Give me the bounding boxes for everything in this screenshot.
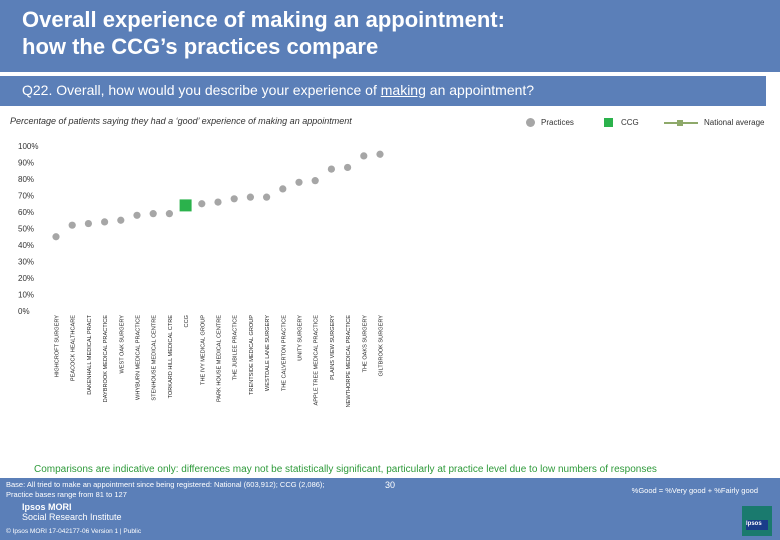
legend-national: National average (664, 118, 764, 127)
y-tick-label: 70% (18, 192, 34, 201)
ccg-point (179, 199, 192, 212)
ipsos-badge-text: Ipsos (746, 521, 762, 527)
ipsos-badge-icon: Ipsos (742, 506, 772, 536)
base-line-1: Base: All tried to make an appointment s… (6, 480, 325, 489)
x-category-label: CCG (184, 315, 190, 327)
practice-point (117, 216, 125, 224)
y-tick-label: 0% (18, 307, 30, 316)
practice-point (344, 163, 352, 172)
practice-point (101, 218, 109, 226)
footer-bar: Base: All tried to make an appointment s… (0, 478, 780, 540)
good-definition: %Good = %Very good + %Fairly good (631, 486, 758, 495)
x-category-label: APPLE TREE MEDICAL PRACTICE (314, 315, 320, 406)
legend-practices: Practices (526, 118, 574, 128)
practice-dot-icon (526, 118, 535, 128)
question-suffix: an appointment? (425, 82, 535, 98)
practice-point (68, 221, 76, 229)
x-category-label: PLAINS VIEW SURGERY (330, 315, 336, 380)
page-number: 30 (385, 480, 396, 490)
y-tick-label: 40% (18, 241, 34, 250)
x-category-label: TORKARD HILL MEDICAL CTRE (168, 315, 174, 399)
y-tick-label: 10% (18, 291, 34, 300)
copyright: © Ipsos MORI 17-042177-06 Version 1 | Pu… (6, 528, 142, 535)
ccg-square-icon (604, 118, 613, 128)
x-category-label: WESTDALE LANE SURGERY (265, 315, 271, 391)
practice-point (295, 178, 303, 186)
x-category-label: THE OAKS SURGERY (362, 315, 368, 373)
practice-point (327, 165, 335, 173)
base-text: Base: All tried to make an appointment s… (6, 480, 366, 500)
x-category-label: PEACOCK HEALTHCARE (71, 315, 77, 381)
national-line-icon (664, 119, 698, 126)
practice-point (165, 210, 173, 218)
x-category-label: THE JUBILEE PRACTICE (233, 315, 239, 381)
practice-point (230, 195, 238, 203)
x-category-label: DAKENHALL MEDICAL PRACT (87, 314, 93, 394)
y-tick-label: 80% (18, 175, 34, 184)
question-prefix: Q22. Overall, how would you describe you… (22, 82, 381, 98)
practice-point (311, 177, 319, 185)
chart-subtitle: Percentage of patients saying they had a… (10, 116, 352, 126)
question-underlined: making (380, 82, 426, 98)
practice-point (246, 193, 254, 201)
x-category-label: THE CALVERTON PRACTICE (281, 315, 287, 391)
x-category-label: WEST OAK SURGERY (119, 315, 125, 374)
x-category-label: STENHOUSE MEDICAL CENTRE (152, 315, 158, 401)
practice-point (279, 185, 287, 193)
page-title: Overall experience of making an appointm… (22, 6, 762, 60)
y-tick-label: 100% (18, 142, 38, 151)
practice-point (214, 198, 222, 206)
question-bar-gap (766, 76, 770, 106)
y-tick-label: 20% (18, 274, 34, 283)
practice-point (376, 150, 384, 158)
scatter-chart: 0% 10% 20% 30% 40% 50% 60% 70% 80% 90% 100% HIGHCRO… (18, 142, 385, 408)
question-bar: Q22. Overall, how would you describe you… (0, 76, 770, 106)
y-tick-label: 30% (18, 258, 34, 267)
question-text: Q22. Overall, how would you describe you… (22, 82, 534, 98)
x-category-label: GILTBROOK SURGERY (379, 315, 385, 377)
practice-point (84, 219, 92, 228)
title-line-2: how the CCG’s practices compare (22, 34, 379, 59)
x-category-label: THE IVY MEDICAL GROUP (200, 315, 206, 385)
practice-point (133, 211, 141, 219)
title-line-1: Overall experience of making an appointm… (22, 7, 505, 32)
logo-line-1: Ipsos MORI (22, 502, 72, 512)
header-bar: Overall experience of making an appointm… (0, 0, 780, 72)
practice-point (149, 210, 157, 218)
practice-point (52, 233, 60, 241)
legend-national-label: National average (704, 118, 765, 127)
y-tick-label: 90% (18, 159, 34, 168)
practice-point (198, 200, 206, 208)
comparison-note: Comparisons are indicative only: differe… (34, 464, 657, 475)
legend-practices-label: Practices (541, 118, 574, 127)
x-category-label: PARK HOUSE MEDICAL CENTRE (217, 315, 223, 402)
ipsos-mori-logo: Ipsos MORI Social Research Institute (22, 502, 122, 522)
x-category-label: NEWTHORPE MEDICAL PRACTICE (346, 315, 352, 408)
x-category-label: DAYBROOK MEDICAL PRACTICE (103, 315, 109, 403)
x-category-label: UNITY SURGERY (298, 315, 304, 361)
legend-ccg: CCG (604, 118, 639, 128)
y-tick-label: 50% (18, 225, 34, 234)
x-category-label: HIGHCROFT SURGERY (55, 315, 61, 378)
x-category-label: WHYBURN MEDICAL PRACTICE (136, 315, 142, 400)
x-category-label: TRENTSIDE MEDICAL GROUP (249, 315, 255, 395)
practice-point (263, 193, 271, 201)
practice-point (360, 152, 368, 160)
y-tick-label: 60% (18, 208, 34, 217)
base-line-2: Practice bases range from 81 to 127 (6, 490, 127, 499)
legend-ccg-label: CCG (621, 118, 639, 127)
logo-line-2: Social Research Institute (22, 512, 122, 522)
